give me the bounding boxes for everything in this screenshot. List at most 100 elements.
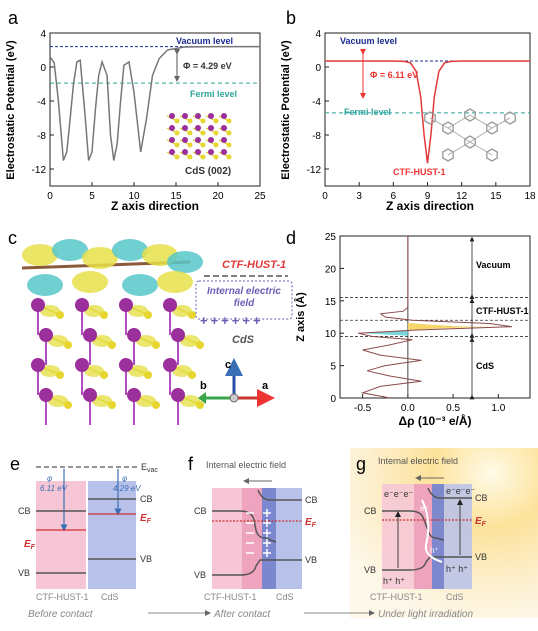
charge-density-blob: [27, 274, 63, 296]
cd-atom: [221, 137, 227, 143]
panel-b-xtick-label: 12: [456, 191, 468, 202]
panel-c-cds-label: CdS: [232, 334, 255, 346]
panel-c-field-label-2: field: [234, 298, 255, 309]
molecule-bond: [447, 141, 471, 156]
panel-a-ylabel: Electrostatic Potential (eV): [5, 40, 17, 180]
charge-density-blob: [112, 239, 148, 261]
panel-f-ef: EF: [305, 517, 317, 529]
panel-d-ytick-label: 15: [325, 297, 337, 308]
panel-d-frame: [339, 235, 531, 399]
panel-d-ytick-label: 5: [330, 362, 336, 373]
panel-g-vb: [382, 556, 472, 571]
s-atom: [213, 142, 219, 148]
cd-atom: [169, 113, 175, 119]
panel-g-holes-left: h⁺ h⁺: [383, 576, 405, 586]
charge-density-blob: [180, 335, 200, 347]
s-atom: [196, 401, 204, 409]
panel-g-vb-left: VB: [364, 565, 376, 575]
panel-a-fermi-label: Fermi level: [190, 89, 237, 99]
molecule-bond: [469, 114, 493, 129]
s-atom: [152, 401, 160, 409]
cd-atom: [171, 328, 185, 342]
charge-density-blob: [122, 274, 158, 296]
panel-g-cb-left: CB: [364, 506, 377, 516]
s-atom: [108, 401, 116, 409]
cd-atom: [163, 298, 177, 312]
panel-a-xtick-label: 25: [254, 191, 266, 202]
panel-b-xticks: 0 3 6 9 12 15 18: [322, 182, 536, 202]
panel-c-ctf-label: CTF-HUST-1: [222, 259, 286, 271]
cd-atom: [221, 113, 227, 119]
charge-density-blob: [136, 335, 156, 347]
panel-f-vb: [212, 559, 302, 576]
charge-density-blob: [84, 305, 104, 317]
cd-atom: [208, 113, 214, 119]
panel-a-ytick-label: -12: [32, 165, 47, 176]
panel-b-xtick-label: 15: [490, 191, 502, 202]
panel-e-mat2: CdS: [101, 592, 119, 602]
charge-density-blob: [40, 365, 60, 377]
panel-d-boundaries: [340, 297, 530, 337]
panel-a-cds-structure: [166, 113, 232, 160]
cd-atom: [195, 113, 201, 119]
panel-f-field-label: Internal electric field: [206, 460, 286, 470]
charge-density-blob: [167, 251, 203, 273]
panel-f-caption: After contact: [213, 609, 271, 620]
cd-atom: [221, 125, 227, 131]
panel-a-inset-label: CdS (002): [185, 166, 231, 177]
s-atom: [174, 130, 180, 136]
panel-d-xtick-label: 1.0: [491, 403, 505, 414]
panel-b-xtick-label: 18: [524, 191, 536, 202]
panel-c-structure: [21, 239, 204, 425]
s-atom: [200, 142, 206, 148]
charge-density-blob: [172, 305, 192, 317]
panel-d-charge-curve: [357, 236, 512, 399]
cd-atom: [127, 328, 141, 342]
cd-atom: [208, 137, 214, 143]
panel-f-vb-right: VB: [305, 555, 317, 565]
molecule-ring: [464, 108, 476, 122]
s-atom: [108, 341, 116, 349]
s-atom: [187, 142, 193, 148]
panel-a-ytick-label: 4: [40, 29, 46, 40]
panel-e-ctf-block: [36, 481, 86, 589]
cd-atom: [83, 388, 97, 402]
s-atom: [226, 142, 232, 148]
s-atom: [187, 154, 193, 160]
panel-e-cds-block: [88, 481, 136, 589]
panel-b-ctf-molecule: [424, 108, 516, 162]
panel-e-phi2-sym: φ: [122, 474, 127, 483]
charge-density-blob: [128, 305, 148, 317]
cd-atom: [163, 358, 177, 372]
cd-atom: [39, 388, 53, 402]
cd-atom: [171, 388, 185, 402]
panel-b-xlabel: Z axis direction: [386, 199, 474, 213]
panel-b-inset-label: CTF-HUST-1: [393, 167, 446, 177]
panel-g-holes-right: h⁺ h⁺: [446, 564, 468, 574]
panel-g-vb-right: VB: [475, 552, 487, 562]
panel-c-plus-signs: ++++++: [200, 313, 264, 328]
panel-a-xtick-label: 15: [170, 191, 182, 202]
s-atom: [64, 401, 72, 409]
molecule-ring: [424, 111, 436, 125]
s-atom: [144, 311, 152, 319]
s-atom: [213, 154, 219, 160]
cd-atom: [221, 149, 227, 155]
panel-f-vb-left: VB: [194, 570, 206, 580]
charge-density-blob: [172, 365, 192, 377]
panel-d-ytick-label: 25: [325, 232, 337, 243]
panel-d-ctf-label: CTF-HUST-1: [476, 306, 529, 316]
panel-c-field-box: [195, 280, 293, 320]
s-atom: [188, 371, 196, 379]
s-atom: [226, 118, 232, 124]
cd-atom: [182, 149, 188, 155]
panel-e-cb-left: CB: [18, 506, 31, 516]
panel-a-xticks: 0 5 10 15 20 25: [47, 182, 266, 202]
s-atom: [187, 118, 193, 124]
s-atom: [200, 154, 206, 160]
panel-e-cb-right: CB: [140, 494, 153, 504]
molecule-bond: [469, 127, 493, 143]
panel-d-xtick-label: 0.0: [401, 403, 415, 414]
panel-d-xtick-label: -0.5: [354, 403, 372, 414]
